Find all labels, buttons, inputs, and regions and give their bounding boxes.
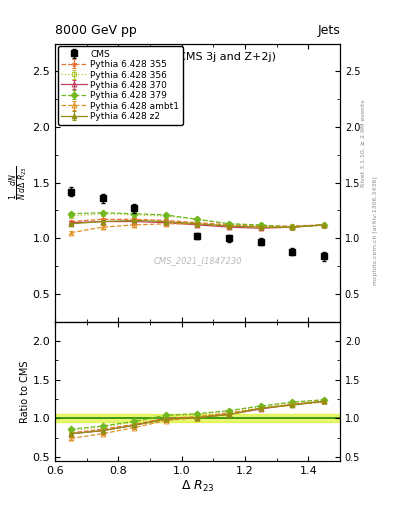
Text: mcplots.cern.ch [arXiv:1306.3436]: mcplots.cern.ch [arXiv:1306.3436]	[373, 176, 378, 285]
Text: CMS_2021_I1847230: CMS_2021_I1847230	[153, 256, 242, 265]
Text: Jets: Jets	[317, 24, 340, 37]
Y-axis label: Ratio to CMS: Ratio to CMS	[20, 360, 29, 422]
Y-axis label: $\frac{1}{N}\frac{dN}{d\Delta\ R_{23}}$: $\frac{1}{N}\frac{dN}{d\Delta\ R_{23}}$	[7, 165, 29, 200]
Bar	[55, 414, 340, 422]
Text: Rivet 3.1.10, ≥ 2.9M events: Rivet 3.1.10, ≥ 2.9M events	[361, 99, 366, 187]
Text: 8000 GeV pp: 8000 GeV pp	[55, 24, 137, 37]
Legend: CMS, Pythia 6.428 355, Pythia 6.428 356, Pythia 6.428 370, Pythia 6.428 379, Pyt: CMS, Pythia 6.428 355, Pythia 6.428 356,…	[58, 46, 183, 124]
X-axis label: $\Delta\ R_{23}$: $\Delta\ R_{23}$	[181, 478, 214, 494]
Text: Δ R (jets) (CMS 3j and Z+2j): Δ R (jets) (CMS 3j and Z+2j)	[119, 52, 276, 62]
